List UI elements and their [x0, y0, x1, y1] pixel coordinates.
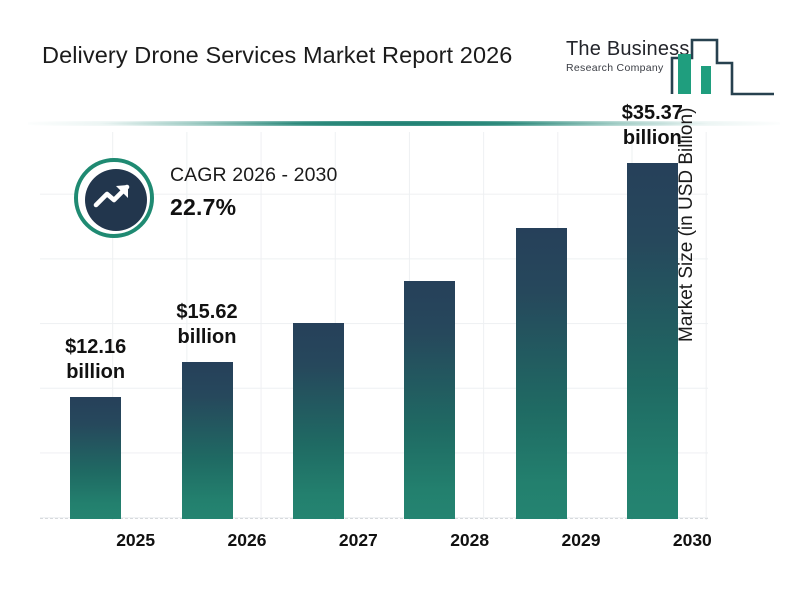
logo-line-1: The Business: [566, 38, 690, 60]
value-label-amount: $12.16: [65, 335, 127, 358]
bar-2028: [404, 280, 456, 519]
header-divider: [28, 121, 780, 126]
page-title: Delivery Drone Services Market Report 20…: [42, 42, 513, 68]
bar-2025: [70, 396, 122, 519]
company-logo: The Business Research Company: [566, 30, 776, 102]
trend-up-arrow-icon: [93, 184, 130, 208]
x-axis-label-2026: 2026: [227, 530, 267, 550]
y-axis-title: Market Size (in USD Billion): [676, 107, 697, 342]
cagr-text-block: CAGR 2026 - 2030 22.7%: [170, 164, 410, 221]
bar-chart-logo-mark: [670, 38, 774, 96]
x-axis-label-2029: 2029: [561, 530, 601, 550]
x-axis-label-2025: 2025: [116, 530, 156, 550]
x-axis-label-2027: 2027: [338, 530, 378, 550]
logo-wordmark: The Business Research Company: [566, 38, 690, 74]
value-label-amount: $35.37: [621, 102, 683, 125]
cagr-label: CAGR 2026 - 2030: [170, 164, 338, 186]
cagr-badge: CAGR 2026 - 2030 22.7%: [74, 158, 404, 242]
x-axis-baseline: [40, 518, 708, 519]
value-label-amount: $15.62: [176, 300, 238, 323]
bar-2030: [626, 163, 678, 519]
bar-2026: [181, 362, 233, 519]
value-label-unit: billion: [622, 127, 682, 150]
value-label-unit: billion: [66, 360, 126, 383]
value-label-2026: $15.62 billion: [137, 300, 277, 350]
bars-layer: [40, 132, 708, 519]
cagr-badge-ring: [74, 158, 154, 238]
x-axis-label-2030: 2030: [672, 530, 712, 550]
cagr-value: 22.7%: [170, 194, 237, 220]
logo-line-2: Research Company: [566, 62, 664, 74]
bar-2027: [292, 323, 344, 519]
x-axis-label-2028: 2028: [450, 530, 490, 550]
x-axis-labels: 2025 2026 2027 2028 2029 2030: [40, 530, 712, 560]
header: Delivery Drone Services Market Report 20…: [0, 0, 800, 126]
value-label-unit: billion: [177, 325, 237, 348]
bar-2029: [515, 227, 567, 519]
value-label-2030: $35.37 billion: [582, 101, 722, 151]
value-label-2025: $12.16 billion: [26, 335, 166, 385]
